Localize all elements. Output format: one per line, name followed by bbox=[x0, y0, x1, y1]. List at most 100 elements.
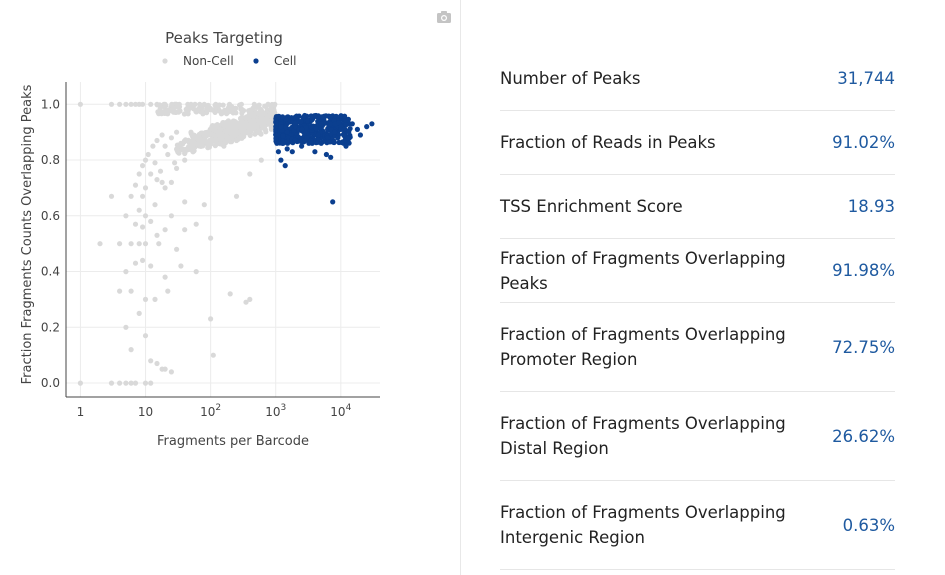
non-cell-point bbox=[174, 101, 180, 107]
non-cell-point bbox=[182, 227, 188, 233]
cell-point bbox=[292, 120, 298, 126]
non-cell-point bbox=[168, 213, 174, 219]
non-cell-point bbox=[174, 246, 180, 252]
cell-point bbox=[278, 124, 284, 130]
cell-point bbox=[327, 121, 333, 127]
non-cell-point bbox=[204, 130, 210, 136]
non-cell-point bbox=[154, 360, 160, 367]
cell-point bbox=[308, 113, 314, 119]
cell-point bbox=[331, 129, 338, 135]
non-cell-point bbox=[150, 143, 156, 149]
non-cell-point bbox=[182, 157, 188, 163]
non-cell-point bbox=[162, 101, 168, 107]
cell-point bbox=[341, 132, 347, 139]
non-cell-point bbox=[237, 120, 243, 126]
non-cell-point bbox=[128, 380, 134, 386]
cell-point bbox=[364, 124, 370, 130]
legend-marker-non-cell bbox=[162, 58, 168, 64]
non-cell-point bbox=[108, 193, 115, 199]
metric-row-frip: Fraction of Reads in Peaks 91.02% bbox=[500, 111, 895, 175]
cell-point bbox=[280, 140, 286, 146]
metric-label: TSS Enrichment Score bbox=[500, 197, 683, 216]
non-cell-point bbox=[156, 241, 162, 247]
non-cell-point bbox=[200, 111, 206, 117]
cell-point bbox=[304, 118, 311, 124]
scatter-chart: 0.0 0.2 0.4 0.6 0.8 1.0 1 10 102 103 104 Fragments … bbox=[20, 29, 380, 449]
legend-marker-cell bbox=[253, 58, 259, 64]
non-cell-point bbox=[238, 101, 244, 107]
non-cell-point bbox=[213, 137, 219, 144]
non-cell-point bbox=[159, 110, 165, 116]
non-cell-point bbox=[77, 380, 83, 386]
non-cell-point bbox=[136, 241, 142, 247]
non-cell-point bbox=[225, 120, 231, 126]
non-cell-point bbox=[142, 296, 149, 302]
non-cell-point bbox=[193, 135, 199, 141]
non-cell-point bbox=[142, 213, 149, 219]
cell-point bbox=[318, 121, 324, 127]
y-axis-title: Fraction Fragments Counts Overlapping Pe… bbox=[20, 84, 35, 384]
non-cell-point bbox=[152, 296, 158, 302]
non-cell-point bbox=[247, 171, 253, 177]
non-cell-point bbox=[175, 149, 181, 155]
non-cell-point bbox=[174, 165, 180, 171]
non-cell-point bbox=[208, 316, 214, 322]
cell-point bbox=[303, 125, 309, 131]
non-cell-point bbox=[231, 121, 237, 127]
non-cell-point bbox=[201, 202, 207, 208]
non-cell-point bbox=[142, 380, 149, 386]
cell-point bbox=[332, 121, 338, 127]
metric-label: Fraction of Fragments Overlapping Distal… bbox=[500, 414, 786, 458]
y-tick-label: 0.6 bbox=[41, 209, 60, 223]
non-cell-point bbox=[123, 101, 129, 107]
cell-point bbox=[289, 149, 295, 155]
metric-row-fragments-distal: Fraction of Fragments Overlapping Distal… bbox=[500, 392, 895, 481]
cell-point bbox=[325, 135, 331, 141]
cell-point bbox=[342, 126, 348, 132]
cell-point bbox=[343, 122, 349, 128]
cell-point bbox=[343, 117, 349, 123]
cell-point bbox=[319, 114, 325, 120]
non-cell-point bbox=[241, 129, 247, 135]
non-cell-point bbox=[268, 105, 274, 111]
cell-point bbox=[299, 143, 305, 149]
non-cell-point bbox=[154, 137, 160, 144]
non-cell-point bbox=[136, 310, 142, 316]
non-cell-point bbox=[145, 151, 151, 158]
cell-point bbox=[326, 139, 332, 145]
camera-icon[interactable] bbox=[436, 10, 452, 24]
non-cell-point bbox=[142, 241, 149, 247]
cell-point bbox=[282, 163, 288, 169]
non-cell-point bbox=[165, 288, 171, 294]
non-cell-point bbox=[148, 358, 154, 364]
cell-point bbox=[333, 113, 339, 119]
non-cell-point bbox=[140, 163, 146, 169]
non-cell-point bbox=[227, 104, 233, 110]
metric-value: 18.93 bbox=[847, 197, 895, 216]
chart-title: Peaks Targeting bbox=[165, 29, 283, 47]
cell-point bbox=[309, 117, 315, 123]
non-cell-point bbox=[191, 106, 197, 112]
cell-point bbox=[315, 132, 321, 138]
chart-panel: 0.0 0.2 0.4 0.6 0.8 1.0 1 10 102 103 104 Fragments … bbox=[0, 0, 460, 575]
x-axis-title: Fragments per Barcode bbox=[157, 434, 309, 449]
non-cell-point bbox=[272, 101, 278, 107]
non-cell-point bbox=[136, 207, 142, 213]
non-cell-point bbox=[117, 380, 123, 386]
non-cell-point bbox=[208, 235, 214, 241]
y-tick-label: 0.8 bbox=[41, 153, 60, 167]
non-cell-point bbox=[220, 102, 226, 108]
cell-point bbox=[336, 120, 342, 126]
non-cell-point bbox=[123, 213, 129, 219]
non-cell-point bbox=[199, 105, 205, 111]
cell-point bbox=[354, 126, 360, 132]
metric-value: 72.75% bbox=[832, 337, 895, 357]
non-cell-point bbox=[210, 352, 216, 358]
non-cell-point bbox=[108, 380, 115, 386]
non-cell-point bbox=[201, 101, 207, 107]
metric-value: 31,744 bbox=[837, 69, 895, 88]
non-cell-point bbox=[212, 143, 218, 149]
cell-point bbox=[292, 137, 298, 144]
cell-point bbox=[299, 126, 305, 132]
non-cell-point bbox=[148, 380, 154, 386]
